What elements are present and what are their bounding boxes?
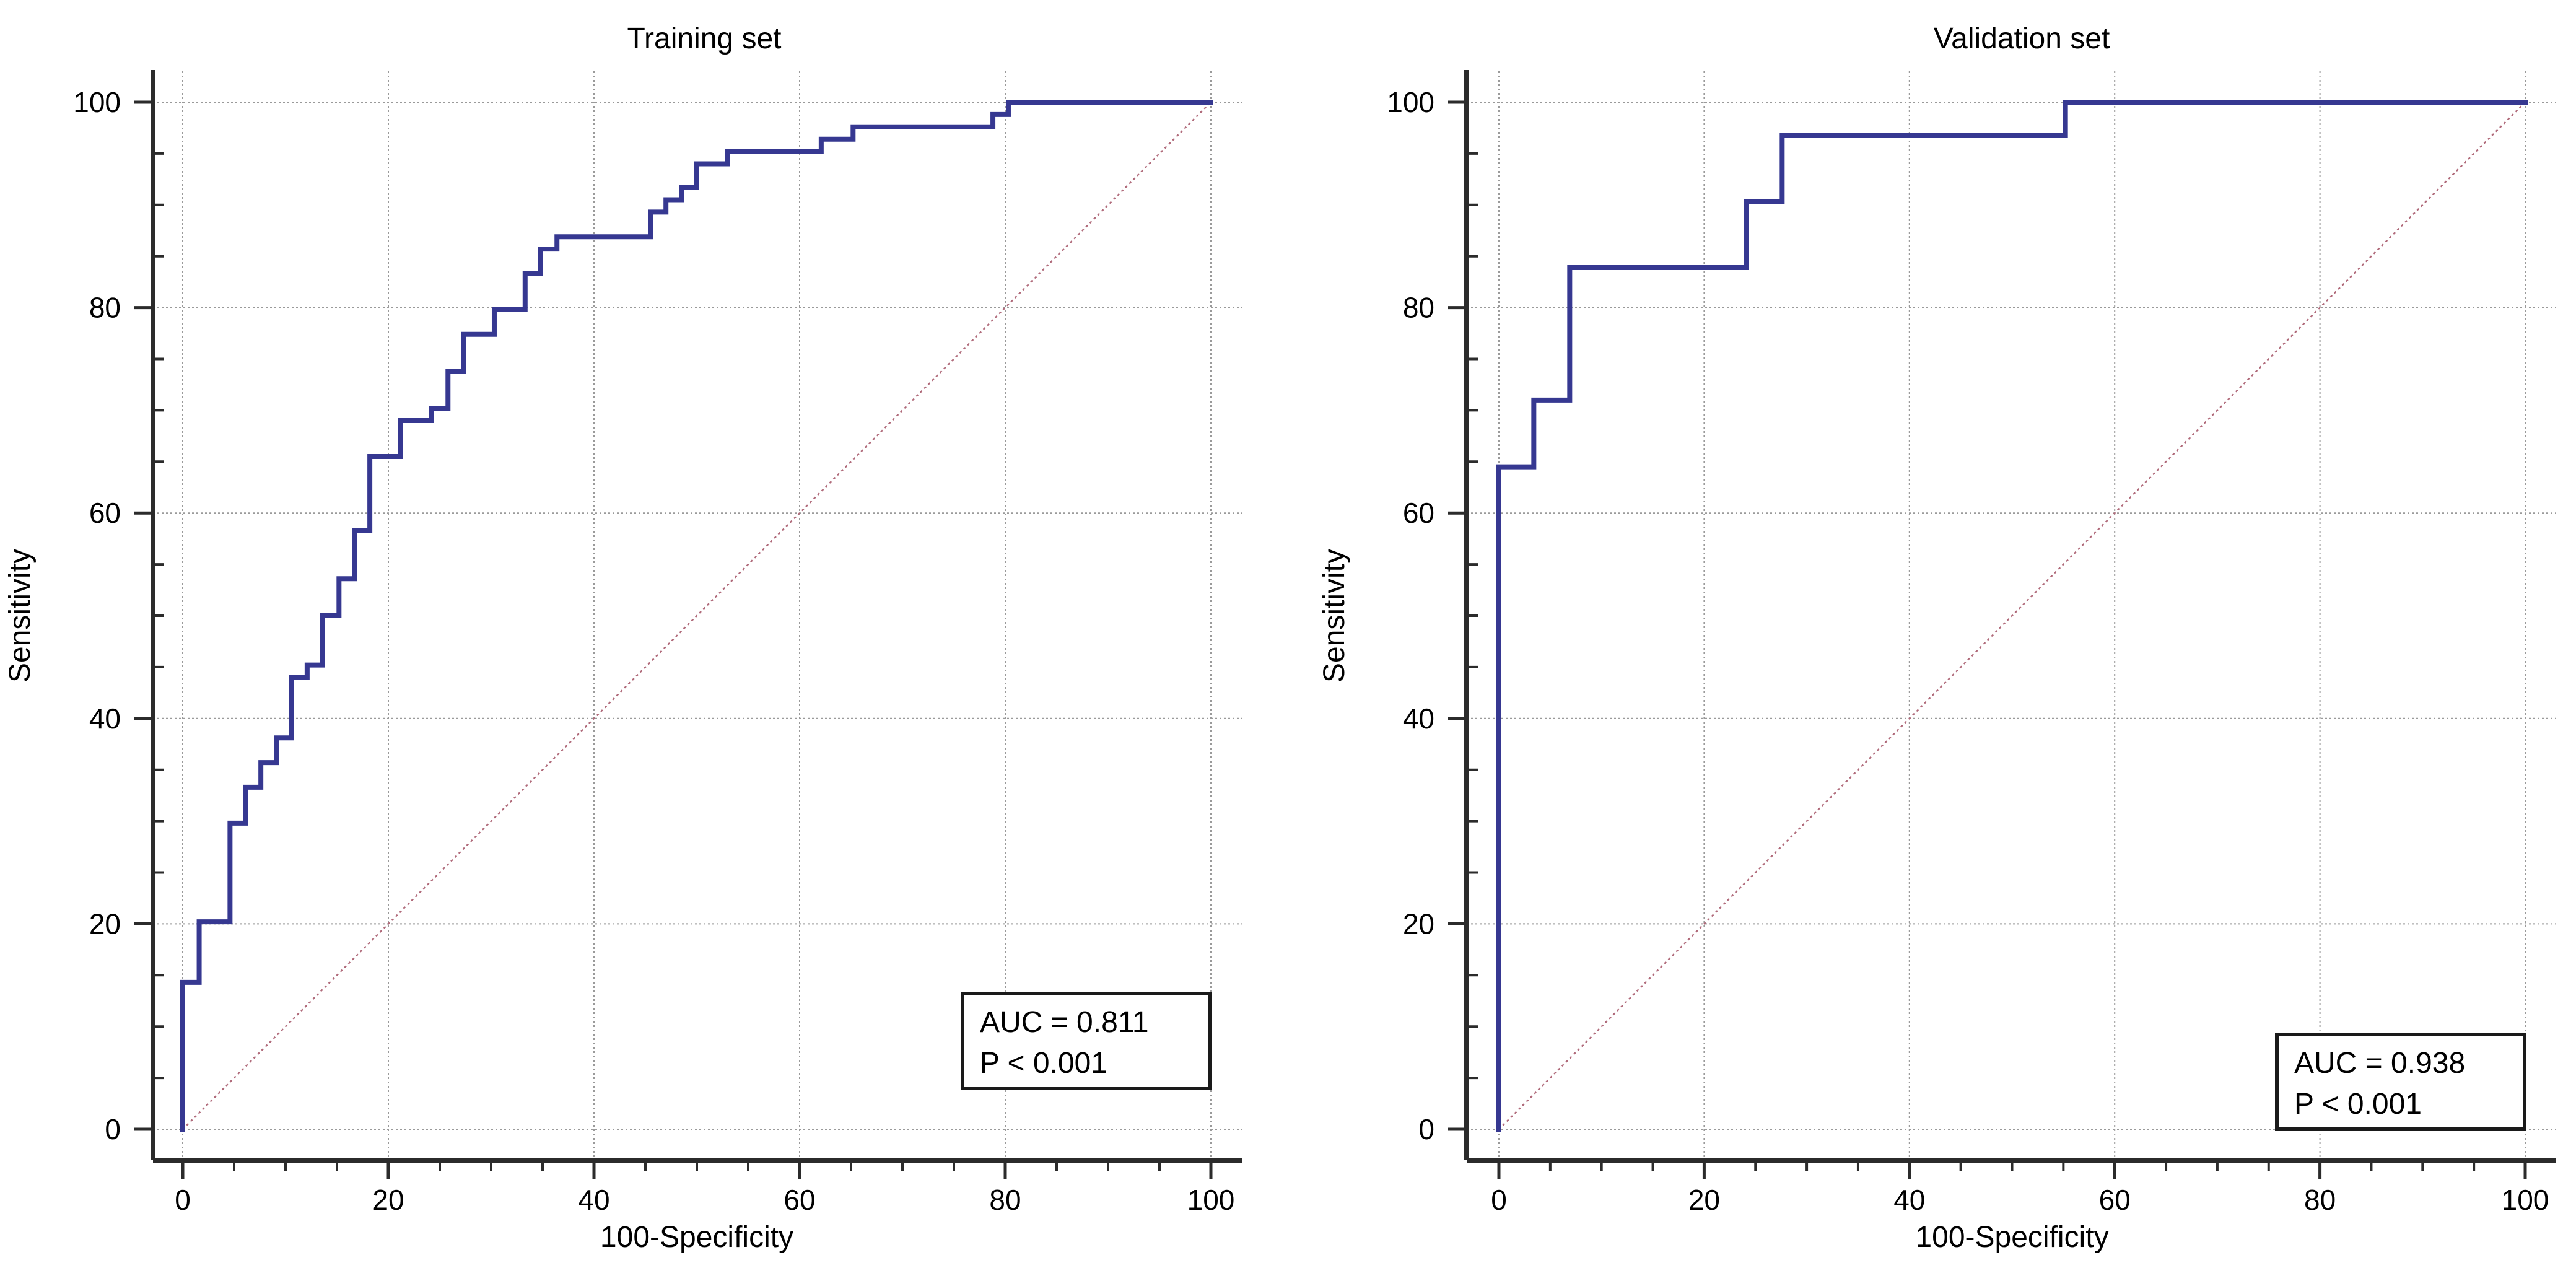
y-tick-label: 80 (89, 292, 121, 324)
roc-chart-training: 0 20 40 60 80 100 0 20 40 60 80 100 Training set 100-… (4, 22, 1242, 1254)
y-axis-title: Sensitivity (4, 549, 37, 683)
x-tick-label: 60 (784, 1184, 815, 1216)
y-axis-title: Sensitivity (1318, 549, 1351, 683)
auc-value-text: AUC = 0.811 (980, 1006, 1149, 1039)
chart-title: Validation set (1934, 22, 2110, 55)
x-tick-label: 40 (578, 1184, 609, 1216)
y-tick-label: 60 (1403, 497, 1434, 529)
chart-title: Training set (627, 22, 782, 55)
x-tick-label: 0 (175, 1184, 191, 1216)
y-tick-label: 0 (1418, 1113, 1434, 1145)
y-tick-label: 60 (89, 497, 121, 529)
x-tick-label: 40 (1893, 1184, 1925, 1216)
roc-curve-line (1496, 100, 2528, 1132)
auc-value-text: AUC = 0.938 (2294, 1047, 2465, 1080)
p-value-text: P < 0.001 (2294, 1088, 2422, 1121)
x-tick-label: 0 (1491, 1184, 1507, 1216)
x-tick-label: 20 (372, 1184, 404, 1216)
x-tick-label: 60 (2099, 1184, 2131, 1216)
x-tick-label: 80 (2304, 1184, 2336, 1216)
p-value-text: P < 0.001 (980, 1047, 1107, 1080)
y-tick-label: 40 (89, 702, 121, 735)
legend-frame (961, 992, 1212, 1090)
x-tick-label: 100 (1187, 1184, 1235, 1216)
auc-legend-box: AUC = 0.811 P < 0.001 (961, 992, 1212, 1090)
roc-curve-line (180, 100, 1213, 1132)
y-tick-label: 80 (1403, 292, 1434, 324)
y-tick-label: 100 (73, 86, 121, 118)
legend-frame (2275, 1033, 2526, 1131)
y-tick-label: 40 (1403, 702, 1434, 735)
roc-chart-validation: 0 20 40 60 80 100 0 20 40 60 80 100 Validation set 10… (1318, 22, 2556, 1254)
x-axis-title: 100-Specificity (1915, 1221, 2108, 1254)
y-tick-label: 100 (1387, 86, 1434, 118)
auc-legend-box: AUC = 0.938 P < 0.001 (2275, 1033, 2526, 1131)
y-tick-label: 0 (105, 1113, 121, 1145)
x-tick-label: 20 (1688, 1184, 1720, 1216)
x-axis-title: 100-Specificity (600, 1221, 793, 1254)
x-tick-label: 80 (989, 1184, 1021, 1216)
reference-diagonal-line (182, 102, 1212, 1130)
reference-diagonal-line (1498, 102, 2526, 1130)
x-tick-label: 100 (2502, 1184, 2549, 1216)
y-tick-label: 20 (89, 907, 121, 940)
y-tick-label: 20 (1403, 907, 1434, 940)
